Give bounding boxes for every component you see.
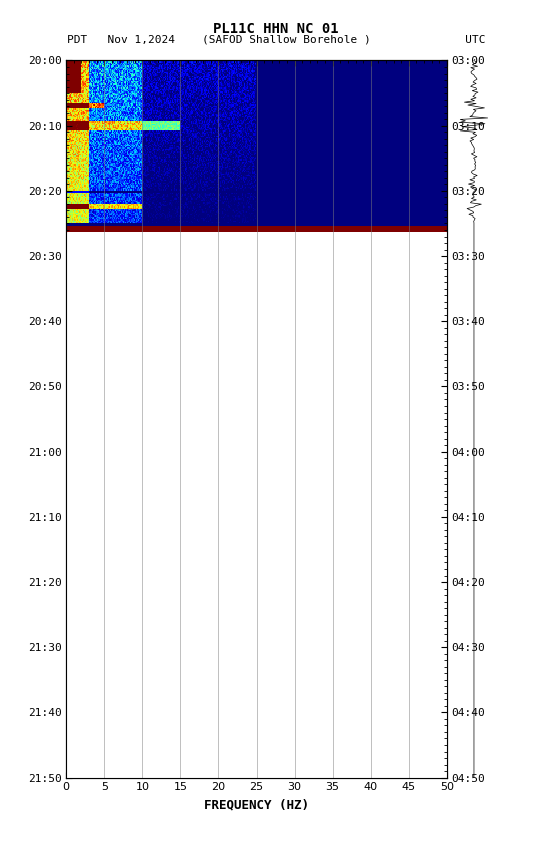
- Text: PL11C HHN NC 01: PL11C HHN NC 01: [213, 22, 339, 35]
- X-axis label: FREQUENCY (HZ): FREQUENCY (HZ): [204, 798, 309, 811]
- Text: PDT   Nov 1,2024    (SAFOD Shallow Borehole )              UTC: PDT Nov 1,2024 (SAFOD Shallow Borehole )…: [67, 35, 485, 45]
